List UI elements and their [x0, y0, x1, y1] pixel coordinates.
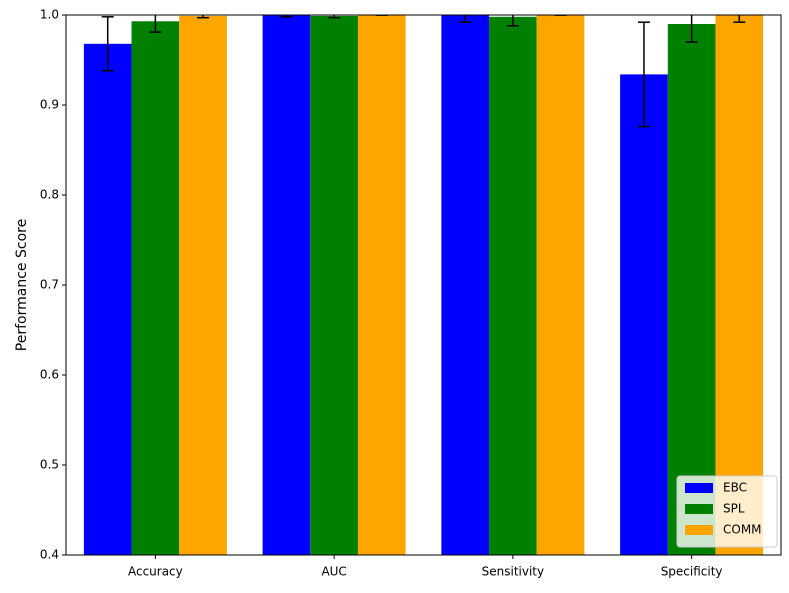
- bar: [441, 15, 490, 555]
- legend-label: COMM: [723, 523, 762, 537]
- legend-swatch: [685, 504, 713, 514]
- x-tick-label: AUC: [321, 565, 346, 579]
- error-bar: [328, 15, 341, 19]
- bar: [310, 15, 358, 555]
- y-axis-label: Performance Score: [14, 219, 30, 351]
- bar: [620, 74, 668, 555]
- y-tick-label: 0.7: [40, 278, 59, 292]
- error-bar: [197, 15, 210, 19]
- error-bar: [685, 15, 698, 43]
- bar: [489, 16, 537, 555]
- bar: [179, 15, 227, 555]
- bar: [83, 43, 132, 555]
- y-tick-label: 1.0: [40, 8, 59, 22]
- bar: [667, 24, 716, 555]
- error-bar: [637, 21, 650, 128]
- bar: [262, 15, 311, 555]
- bar: [715, 15, 764, 555]
- y-tick-label: 0.8: [40, 188, 59, 202]
- x-tick-label: Sensitivity: [482, 565, 544, 579]
- legend-swatch: [685, 483, 713, 493]
- error-bar: [506, 15, 519, 27]
- legend-swatch: [685, 525, 713, 535]
- y-tick-label: 0.4: [40, 548, 59, 562]
- plot-area: [83, 15, 764, 555]
- legend-label: SPL: [723, 502, 745, 516]
- bar: [131, 21, 180, 555]
- legend-label: EBC: [723, 481, 747, 495]
- y-tick-label: 0.5: [40, 458, 59, 472]
- plot-frame: [65, 14, 782, 556]
- x-tick-label: Accuracy: [128, 565, 183, 579]
- error-bar: [101, 16, 114, 72]
- bar: [536, 15, 585, 555]
- error-bar: [280, 15, 293, 18]
- error-bar: [149, 15, 162, 33]
- y-tick-label: 0.6: [40, 368, 59, 382]
- y-tick-label: 0.9: [40, 98, 59, 112]
- bar: [357, 15, 406, 555]
- x-tick-label: Specificity: [661, 565, 723, 579]
